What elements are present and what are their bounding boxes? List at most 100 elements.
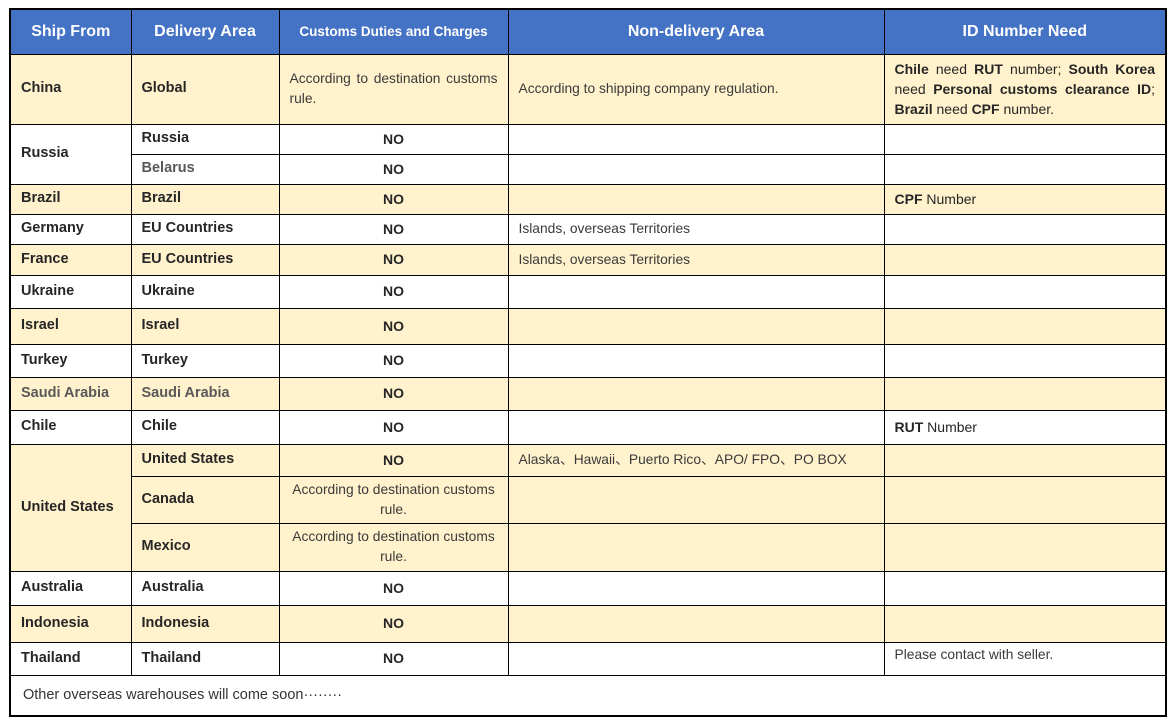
id-number-cell (883, 213, 1167, 245)
delivery-area-cell: Thailand (130, 641, 280, 676)
delivery-area-cell: Saudi Arabia (130, 376, 280, 411)
ship-from-cell: Brazil (9, 183, 132, 215)
non-delivery-cell (507, 522, 885, 572)
delivery-area-cell: Russia (130, 123, 280, 155)
table-row-russia: Russia Russia NO (9, 123, 1167, 185)
delivery-area-cell: EU Countries (130, 213, 280, 245)
customs-cell: NO (278, 153, 509, 185)
col-header-ship-from: Ship From (9, 8, 132, 55)
ship-from-cell: Saudi Arabia (9, 376, 132, 411)
ship-from-cell: Turkey (9, 343, 132, 378)
delivery-area-cell: EU Countries (130, 243, 280, 276)
delivery-area-cell: Chile (130, 409, 280, 445)
id-number-cell: RUT Number (883, 409, 1167, 445)
non-delivery-cell (507, 475, 885, 524)
ship-from-cell: Australia (9, 570, 132, 606)
table-row-france: France EU Countries NO Islands, overseas… (9, 243, 1167, 276)
customs-cell: According to destination customs rule. (278, 53, 509, 125)
footer-row: Other overseas warehouses will come soon… (9, 674, 1167, 717)
ship-from-cell: France (9, 243, 132, 276)
customs-cell: NO (278, 343, 509, 378)
id-number-cell (883, 604, 1167, 643)
ship-from-cell: Ukraine (9, 274, 132, 309)
id-text-segment: RUT (894, 418, 924, 435)
id-text-segment: need (894, 80, 934, 97)
non-delivery-cell (507, 343, 885, 378)
customs-cell: NO (278, 123, 509, 155)
id-number-cell (883, 274, 1167, 309)
ship-from-cell: China (9, 53, 132, 125)
customs-cell: NO (278, 409, 509, 445)
non-delivery-cell (507, 570, 885, 606)
footer-note: Other overseas warehouses will come soon… (9, 674, 1167, 717)
table-row-united-states: United States United States NO Alaska、Ha… (9, 443, 1167, 572)
ship-from-cell: Israel (9, 307, 132, 345)
id-number-cell (883, 570, 1167, 606)
delivery-area-cell: Mexico (130, 522, 280, 572)
customs-cell: NO (278, 274, 509, 309)
id-number-cell: CPF Number (883, 183, 1167, 215)
id-text-segment: Number (922, 190, 977, 207)
ship-from-cell: Russia (9, 123, 132, 185)
id-number-cell (883, 522, 1167, 572)
table-row-canada: Canada According to destination customs … (10, 475, 1167, 524)
delivery-area-cell: Israel (130, 307, 280, 345)
table-row-chile: Chile Chile NO RUT Number (9, 409, 1167, 445)
ship-from-cell: Thailand (9, 641, 132, 676)
delivery-area-cell: Belarus (130, 153, 280, 185)
id-text-segment: need (928, 60, 975, 77)
delivery-area-cell: Australia (130, 570, 280, 606)
non-delivery-cell: According to shipping company regulation… (507, 53, 885, 125)
id-number-cell (883, 376, 1167, 411)
id-text-segment: Number (923, 418, 977, 435)
col-header-id-need: ID Number Need (883, 8, 1167, 55)
ship-from-cell: Indonesia (9, 604, 132, 643)
table-row-turkey: Turkey Turkey NO (9, 343, 1167, 378)
non-delivery-cell (507, 123, 885, 155)
id-number-cell (883, 343, 1167, 378)
id-text-segment: ; (1151, 80, 1155, 97)
customs-cell: NO (278, 570, 509, 606)
ship-from-cell: Germany (9, 213, 132, 245)
customs-cell: According to destination customs rule. (278, 475, 509, 524)
non-delivery-cell (507, 153, 885, 185)
id-number-cell (883, 243, 1167, 276)
id-text-segment: number; (1002, 60, 1069, 77)
table-row-australia: Australia Australia NO (9, 570, 1167, 606)
ship-from-cell: Chile (9, 409, 132, 445)
col-header-customs: Customs Duties and Charges (278, 8, 509, 55)
id-text-segment: RUT (974, 60, 1003, 77)
id-text-segment: Chile (894, 60, 929, 77)
delivery-area-cell: Global (130, 53, 280, 125)
non-delivery-cell (507, 307, 885, 345)
table-row-belarus: Belarus NO (10, 153, 1167, 185)
id-number-cell: Please contact with seller. (883, 641, 1167, 676)
delivery-area-cell: Ukraine (130, 274, 280, 309)
customs-cell: NO (278, 183, 509, 215)
non-delivery-cell (507, 183, 885, 215)
id-text-segment: South Korea (1068, 60, 1155, 77)
non-delivery-cell: Alaska、Hawaii、Puerto Rico、APO/ FPO、PO BO… (507, 443, 885, 477)
id-text-segment: CPF (971, 101, 1000, 118)
id-number-cell (883, 307, 1167, 345)
id-text-segment: number. (999, 101, 1055, 118)
ship-from-cell: United States (9, 443, 132, 572)
customs-cell: NO (278, 604, 509, 643)
table-row-china: China Global According to destination cu… (9, 53, 1167, 125)
customs-cell: NO (278, 443, 509, 477)
shipping-info-table-wrap: Ship From Delivery Area Customs Duties a… (9, 8, 1167, 717)
id-text-segment: Personal customs clearance ID (933, 80, 1152, 97)
id-text-segment: Brazil (894, 101, 933, 118)
non-delivery-cell (507, 376, 885, 411)
table-row-thailand: Thailand Thailand NO Please contact with… (9, 641, 1167, 676)
id-text-segment: CPF (894, 190, 923, 207)
id-number-cell (883, 475, 1167, 524)
delivery-area-cell: Canada (130, 475, 280, 524)
table-row-ukraine: Ukraine Ukraine NO (9, 274, 1167, 309)
delivery-area-cell: United States (130, 443, 280, 477)
id-number-cell: Chile need RUT number; South Korea need … (883, 53, 1167, 125)
non-delivery-cell (507, 604, 885, 643)
customs-cell: NO (278, 376, 509, 411)
delivery-area-cell: Turkey (130, 343, 280, 378)
shipping-table: Ship From Delivery Area Customs Duties a… (9, 8, 1167, 717)
